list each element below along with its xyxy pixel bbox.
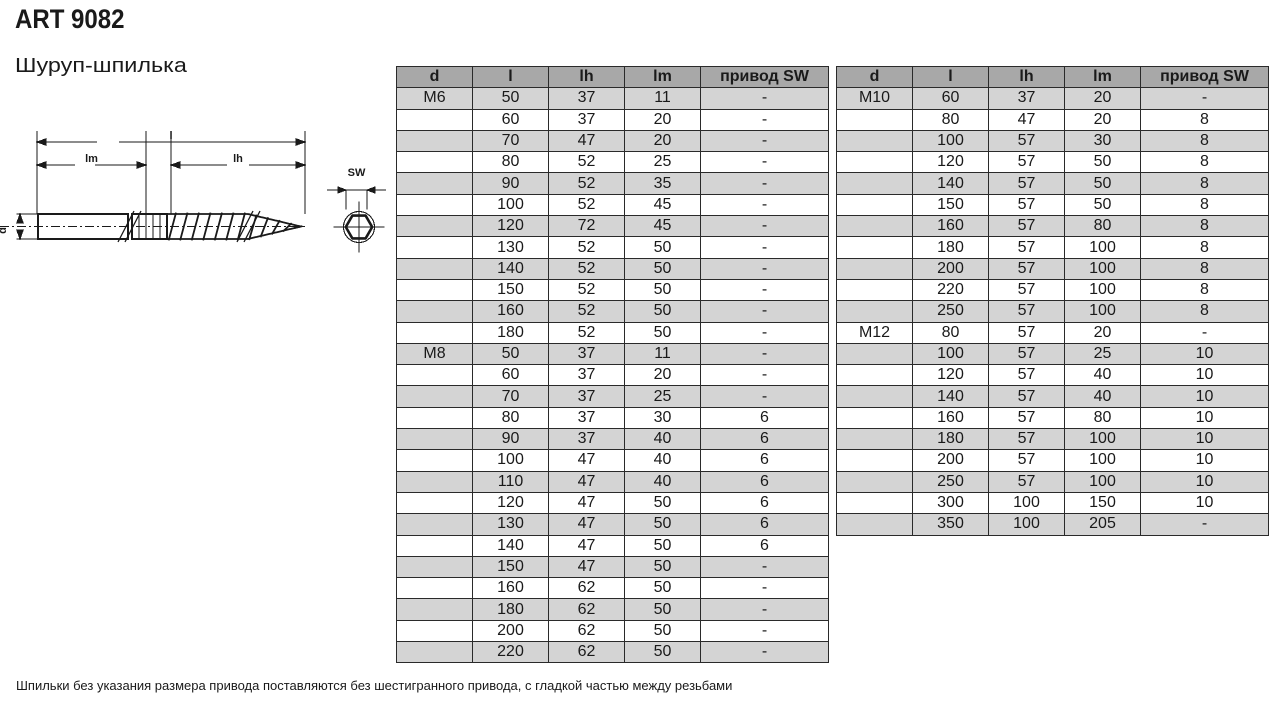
svg-text:SW: SW: [348, 167, 366, 179]
svg-text:d: d: [0, 227, 9, 234]
svg-text:l: l: [169, 130, 172, 142]
svg-text:lh: lh: [233, 153, 243, 165]
svg-text:lm: lm: [85, 153, 98, 165]
